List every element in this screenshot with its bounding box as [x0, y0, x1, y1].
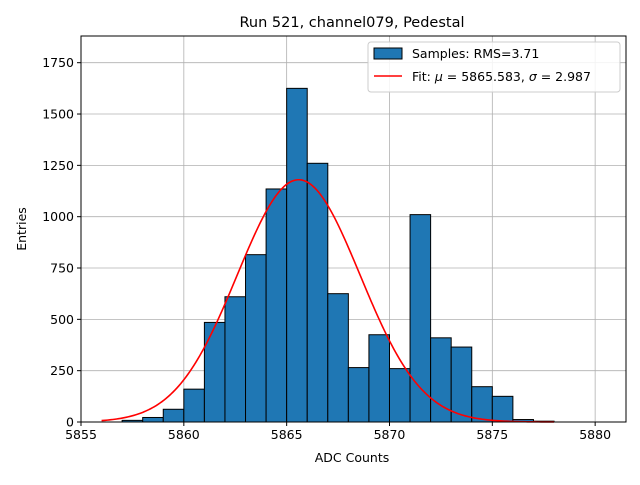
x-tick-label: 5875 — [476, 427, 508, 442]
y-tick-label: 0 — [66, 415, 74, 430]
histogram-bar — [265, 188, 288, 423]
histogram-bar — [327, 293, 349, 423]
histogram-bar — [368, 334, 390, 423]
x-tick-label: 5860 — [168, 427, 200, 442]
y-tick-label: 1500 — [42, 107, 74, 122]
gaussian-fit-curve — [101, 178, 555, 423]
legend-mu-value: = 5865.583, — [443, 69, 529, 84]
y-tick-label: 1750 — [42, 55, 74, 70]
histogram-bar — [409, 214, 432, 423]
axes-frame — [80, 35, 627, 423]
legend-box — [367, 41, 621, 93]
histogram-bar — [142, 416, 164, 423]
x-axis-ticks: 5855 5860 5865 5870 5875 5880 — [65, 422, 611, 442]
legend-fit-label: Fit: μ = 5865.583, σ = 2.987 — [412, 69, 591, 84]
x-tick-label: 5870 — [374, 427, 406, 442]
histogram-bars — [121, 87, 555, 423]
x-tick-label: 5880 — [579, 427, 611, 442]
legend-samples-label: Samples: RMS=3.71 — [412, 46, 539, 61]
y-tick-label: 750 — [50, 261, 74, 276]
x-tick-label: 5865 — [271, 427, 303, 442]
histogram-bar — [183, 388, 205, 423]
legend-sigma-symbol: σ — [529, 69, 538, 84]
y-tick-label: 500 — [50, 312, 74, 327]
y-tick-label: 1250 — [42, 158, 74, 173]
histogram-bar — [306, 162, 329, 423]
legend: Samples: RMS=3.71 Fit: μ = 5865.583, σ =… — [367, 41, 621, 93]
histogram-bar — [388, 368, 411, 423]
x-tick-label: 5855 — [65, 427, 97, 442]
x-axis-label: ADC Counts — [315, 450, 390, 465]
y-axis-label: Entries — [14, 207, 29, 251]
legend-samples-patch — [373, 47, 403, 60]
legend-sigma-value: = 2.987 — [537, 69, 591, 84]
chart-title: Run 521, channel079, Pedestal — [239, 15, 464, 31]
y-tick-label: 1000 — [42, 209, 74, 224]
histogram-bar — [245, 254, 267, 423]
histogram-bar — [450, 346, 473, 423]
histogram-bar — [203, 321, 226, 423]
histogram-bar — [491, 395, 514, 423]
y-axis-ticks: 0 250 500 750 1000 1250 1500 1750 — [42, 55, 81, 430]
histogram-bar — [224, 296, 247, 423]
legend-fit-prefix: Fit: — [412, 69, 435, 84]
histogram-bar — [347, 367, 370, 423]
histogram-bar — [286, 87, 308, 423]
histogram-bar — [471, 386, 493, 423]
legend-mu-symbol: μ — [434, 69, 443, 84]
y-tick-label: 250 — [50, 363, 74, 378]
histogram-bar — [162, 408, 185, 423]
